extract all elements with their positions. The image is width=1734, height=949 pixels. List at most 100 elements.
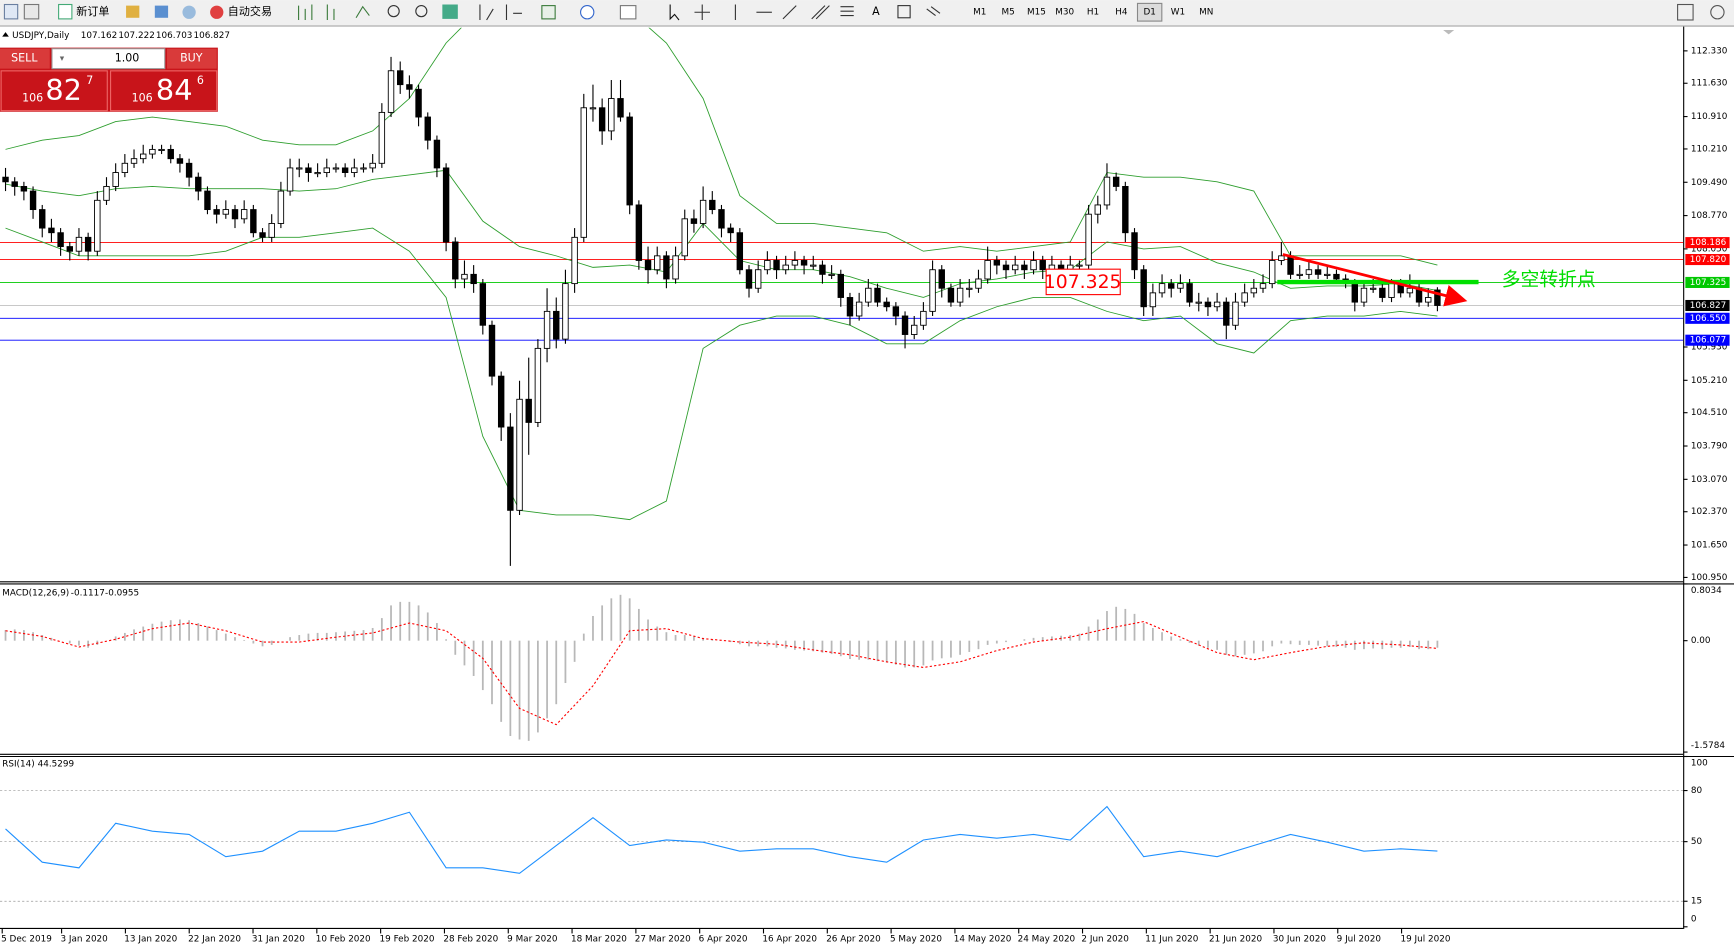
auto-trading-button[interactable]: 自动交易 <box>228 4 272 18</box>
tile-icon[interactable] <box>442 4 458 19</box>
sell-label[interactable]: SELL <box>11 52 38 65</box>
candle-body <box>1094 204 1102 215</box>
search-icon[interactable] <box>1677 3 1694 21</box>
periods-icon[interactable] <box>580 5 595 20</box>
buy-button[interactable] <box>166 48 217 69</box>
toolbar-icon[interactable] <box>126 5 140 18</box>
account-icon[interactable] <box>1710 5 1725 20</box>
candle-body <box>222 209 230 215</box>
candle-body <box>314 172 321 175</box>
timeframe-button[interactable]: H1 <box>1087 8 1099 18</box>
candle-body <box>1085 213 1092 266</box>
timeframe-active[interactable] <box>1136 2 1163 22</box>
toolbar-icon[interactable] <box>3 3 19 20</box>
buy-label[interactable]: BUY <box>180 52 203 65</box>
timeframe-button[interactable]: M1 <box>973 8 986 18</box>
timeframe-button[interactable]: M15 <box>1027 8 1046 18</box>
x-tick-label: 9 Jul 2020 <box>1337 934 1382 944</box>
candle-body <box>442 167 450 243</box>
candle-body <box>846 297 854 317</box>
bid-big[interactable]: 106 <box>22 92 43 105</box>
candle-body <box>1011 264 1019 271</box>
timeframe-button[interactable]: M5 <box>1001 8 1014 18</box>
line-icon[interactable] <box>355 5 370 19</box>
candle-body <box>865 287 872 303</box>
candle-body <box>1305 269 1313 275</box>
fibo-icon[interactable] <box>840 6 854 17</box>
level-price-box <box>1685 254 1730 266</box>
text-tool[interactable]: A <box>872 5 880 18</box>
zoom-in-icon[interactable] <box>387 5 400 18</box>
zoom-out-icon[interactable] <box>415 5 428 18</box>
y-tick-label: 108.770 <box>1691 211 1728 221</box>
candle-body <box>791 260 799 266</box>
bid-pip[interactable]: 7 <box>86 74 93 87</box>
toolbar-icon[interactable] <box>182 5 196 19</box>
new-order-icon[interactable] <box>58 3 73 20</box>
candle-body <box>1324 273 1331 276</box>
y-tick-label: -1.5784 <box>1691 741 1725 751</box>
candle-icon[interactable] <box>326 4 335 20</box>
chart-header: USDJPY,Daily 107.162 107.222 106.703 106… <box>2 31 230 41</box>
candle-body <box>993 260 1001 266</box>
x-tick-label: 9 Mar 2020 <box>507 934 558 944</box>
candle-body <box>810 264 817 267</box>
candle-body <box>130 158 138 164</box>
candle-body <box>11 181 18 187</box>
ask-box[interactable] <box>110 70 218 112</box>
candle-body <box>1278 255 1285 261</box>
annotations: 107.325 多空转折点 <box>1044 268 1596 296</box>
candle-body <box>103 185 110 201</box>
label-tool-icon[interactable] <box>897 5 911 19</box>
candle-body <box>378 111 386 164</box>
candle-body <box>608 98 615 132</box>
crosshair-icon[interactable] <box>694 4 710 20</box>
timeframe-button[interactable]: D1 <box>1143 8 1155 18</box>
candle-body <box>892 306 900 317</box>
timeframe-button[interactable]: MN <box>1199 8 1213 18</box>
ask-main[interactable]: 84 <box>156 73 193 107</box>
cursor-icon[interactable] <box>669 4 680 21</box>
candle-body <box>589 107 597 110</box>
shift-icon[interactable] <box>505 4 522 20</box>
candle-body <box>855 301 863 317</box>
candle-body <box>94 199 101 252</box>
candle-body <box>1287 255 1294 275</box>
lots-input[interactable] <box>51 48 166 70</box>
ask-pip[interactable]: 6 <box>197 74 204 87</box>
y-tick-label: 0.00 <box>1691 636 1711 646</box>
timeframe-button[interactable]: H4 <box>1115 8 1128 18</box>
x-tick-label: 6 Apr 2020 <box>699 934 748 944</box>
trendline-icon[interactable] <box>782 5 797 20</box>
auto-trading-icon[interactable] <box>210 5 224 19</box>
channel-icon[interactable] <box>811 5 830 20</box>
templates-icon[interactable] <box>619 5 637 20</box>
new-order-button[interactable]: 新订单 <box>76 4 109 18</box>
arrows-tool-icon[interactable] <box>926 6 941 17</box>
y-tick-label: 100 <box>1691 759 1708 769</box>
candle-body <box>956 287 964 303</box>
bid-box[interactable] <box>0 70 108 112</box>
toolbar-icon[interactable] <box>23 3 40 20</box>
lots-spin[interactable]: ▾ <box>60 54 65 64</box>
lots-value[interactable]: 1.00 <box>115 52 140 65</box>
ask-big[interactable]: 106 <box>132 92 153 105</box>
y-tick-label: 15 <box>1691 897 1702 907</box>
bar-chart-icon[interactable] <box>298 4 313 20</box>
indicators-icon[interactable] <box>541 5 556 20</box>
candle-body <box>240 209 248 220</box>
candle-body <box>1168 283 1175 289</box>
bid-main[interactable]: 82 <box>45 73 82 107</box>
candle-body <box>736 232 744 271</box>
level-price-box <box>1685 276 1730 288</box>
band-upper <box>5 27 1438 266</box>
candle-body <box>204 190 211 211</box>
timeframe-button[interactable]: W1 <box>1171 8 1185 18</box>
toolbar-icon[interactable] <box>154 5 169 18</box>
y-tick-label: 103.070 <box>1691 475 1728 485</box>
sell-button[interactable] <box>0 48 50 69</box>
candle-body <box>644 260 652 271</box>
timeframe-button[interactable]: M30 <box>1055 8 1074 18</box>
candle-body <box>415 88 422 118</box>
scroll-icon[interactable] <box>479 4 494 21</box>
